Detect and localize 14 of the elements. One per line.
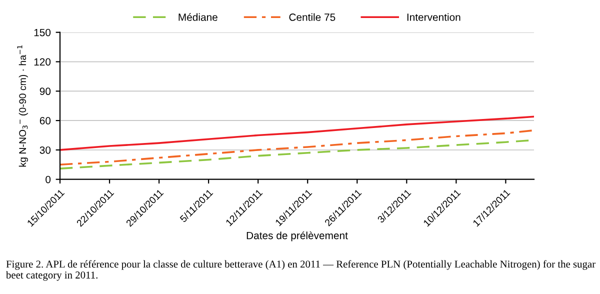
y-tick-label: 60 bbox=[40, 117, 51, 124]
legend-label: Médiane bbox=[178, 13, 218, 21]
line-series bbox=[60, 129, 534, 166]
y-tick-label: 30 bbox=[40, 146, 51, 154]
legend-label: Intervention bbox=[407, 13, 460, 21]
line-series bbox=[60, 116, 534, 151]
x-axis-title: Dates de prélèvement bbox=[246, 231, 348, 242]
y-tick-label: 150 bbox=[34, 28, 51, 36]
y-tick-label: 120 bbox=[34, 58, 51, 66]
y-tick-label: 0 bbox=[46, 176, 51, 184]
y-axis-title: kg N-NO$_{3}$$^{−}$ (0-90 cm) · ha$^{−1}$ bbox=[17, 45, 28, 167]
y-tick-label: 90 bbox=[40, 88, 51, 96]
caption: Figure 2. APL de référence pour la classe de culture betterave (A1) en 2011 — Reference PLN (Potentially Leachable Nitrogen) for the sugar beet category in 2011. bbox=[6, 260, 596, 281]
legend-label: Centile 75 bbox=[289, 13, 336, 21]
